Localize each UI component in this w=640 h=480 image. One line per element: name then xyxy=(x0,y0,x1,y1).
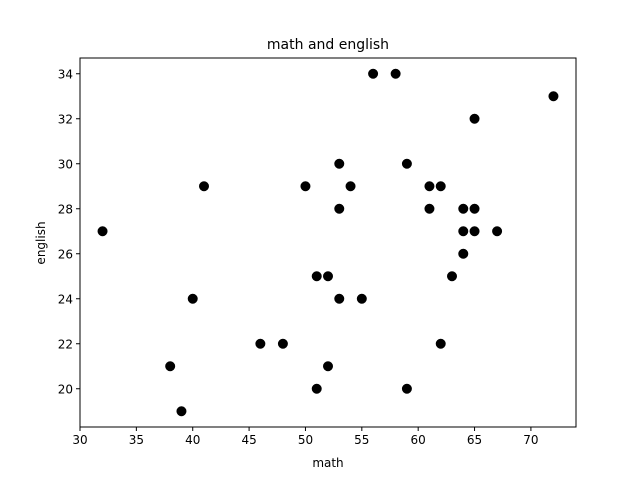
x-tick-label: 30 xyxy=(72,433,87,447)
data-point xyxy=(435,181,446,192)
x-tick-label: 40 xyxy=(185,433,200,447)
x-tick-label: 55 xyxy=(354,433,369,447)
data-point xyxy=(458,203,469,214)
data-point xyxy=(458,226,469,237)
data-point xyxy=(255,338,266,349)
y-tick-label: 28 xyxy=(58,202,73,216)
x-tick-label: 70 xyxy=(523,433,538,447)
data-point xyxy=(401,383,412,394)
x-tick-label: 50 xyxy=(298,433,313,447)
axes-frame xyxy=(79,57,577,428)
data-point xyxy=(311,271,322,282)
data-point xyxy=(300,181,311,192)
data-point xyxy=(187,293,198,304)
data-point xyxy=(368,68,379,79)
data-point xyxy=(458,248,469,259)
data-point xyxy=(390,68,401,79)
x-tick-label: 60 xyxy=(411,433,426,447)
data-point xyxy=(334,203,345,214)
data-point xyxy=(548,91,559,102)
x-tick-label: 45 xyxy=(241,433,256,447)
data-point xyxy=(356,293,367,304)
y-tick-label: 22 xyxy=(58,337,73,351)
y-tick-label: 26 xyxy=(58,247,73,261)
x-axis-label: math xyxy=(312,456,343,470)
x-axis-ticks: 30 35 40 45 50 55 60 65 70 xyxy=(72,427,539,447)
data-point xyxy=(334,158,345,169)
data-point xyxy=(323,271,333,282)
data-point xyxy=(334,293,345,304)
data-point xyxy=(401,158,412,169)
chart-title: math and english xyxy=(267,37,389,53)
data-point xyxy=(165,361,176,372)
data-point xyxy=(469,203,480,214)
data-point xyxy=(311,383,322,394)
plot-area-border xyxy=(79,57,577,428)
data-point xyxy=(424,203,435,214)
data-point xyxy=(435,338,446,349)
data-point xyxy=(345,181,356,192)
y-axis-ticks: 20 22 24 26 28 30 32 34 xyxy=(58,67,80,396)
data-points xyxy=(97,68,559,417)
y-tick-label: 34 xyxy=(58,67,73,81)
data-point xyxy=(176,406,187,417)
data-point xyxy=(97,226,108,237)
data-point xyxy=(277,338,288,349)
y-tick-label: 24 xyxy=(58,292,73,306)
data-point xyxy=(424,181,435,192)
data-point xyxy=(199,181,209,192)
y-axis-label: english xyxy=(34,221,48,264)
y-tick-label: 20 xyxy=(58,382,73,396)
data-point xyxy=(469,113,480,124)
x-tick-label: 35 xyxy=(129,433,144,447)
data-point xyxy=(323,361,333,372)
y-tick-label: 32 xyxy=(58,112,73,126)
data-point xyxy=(492,226,503,237)
x-tick-label: 65 xyxy=(467,433,482,447)
data-point xyxy=(469,226,480,237)
y-tick-label: 30 xyxy=(58,157,73,171)
data-point xyxy=(447,271,457,282)
